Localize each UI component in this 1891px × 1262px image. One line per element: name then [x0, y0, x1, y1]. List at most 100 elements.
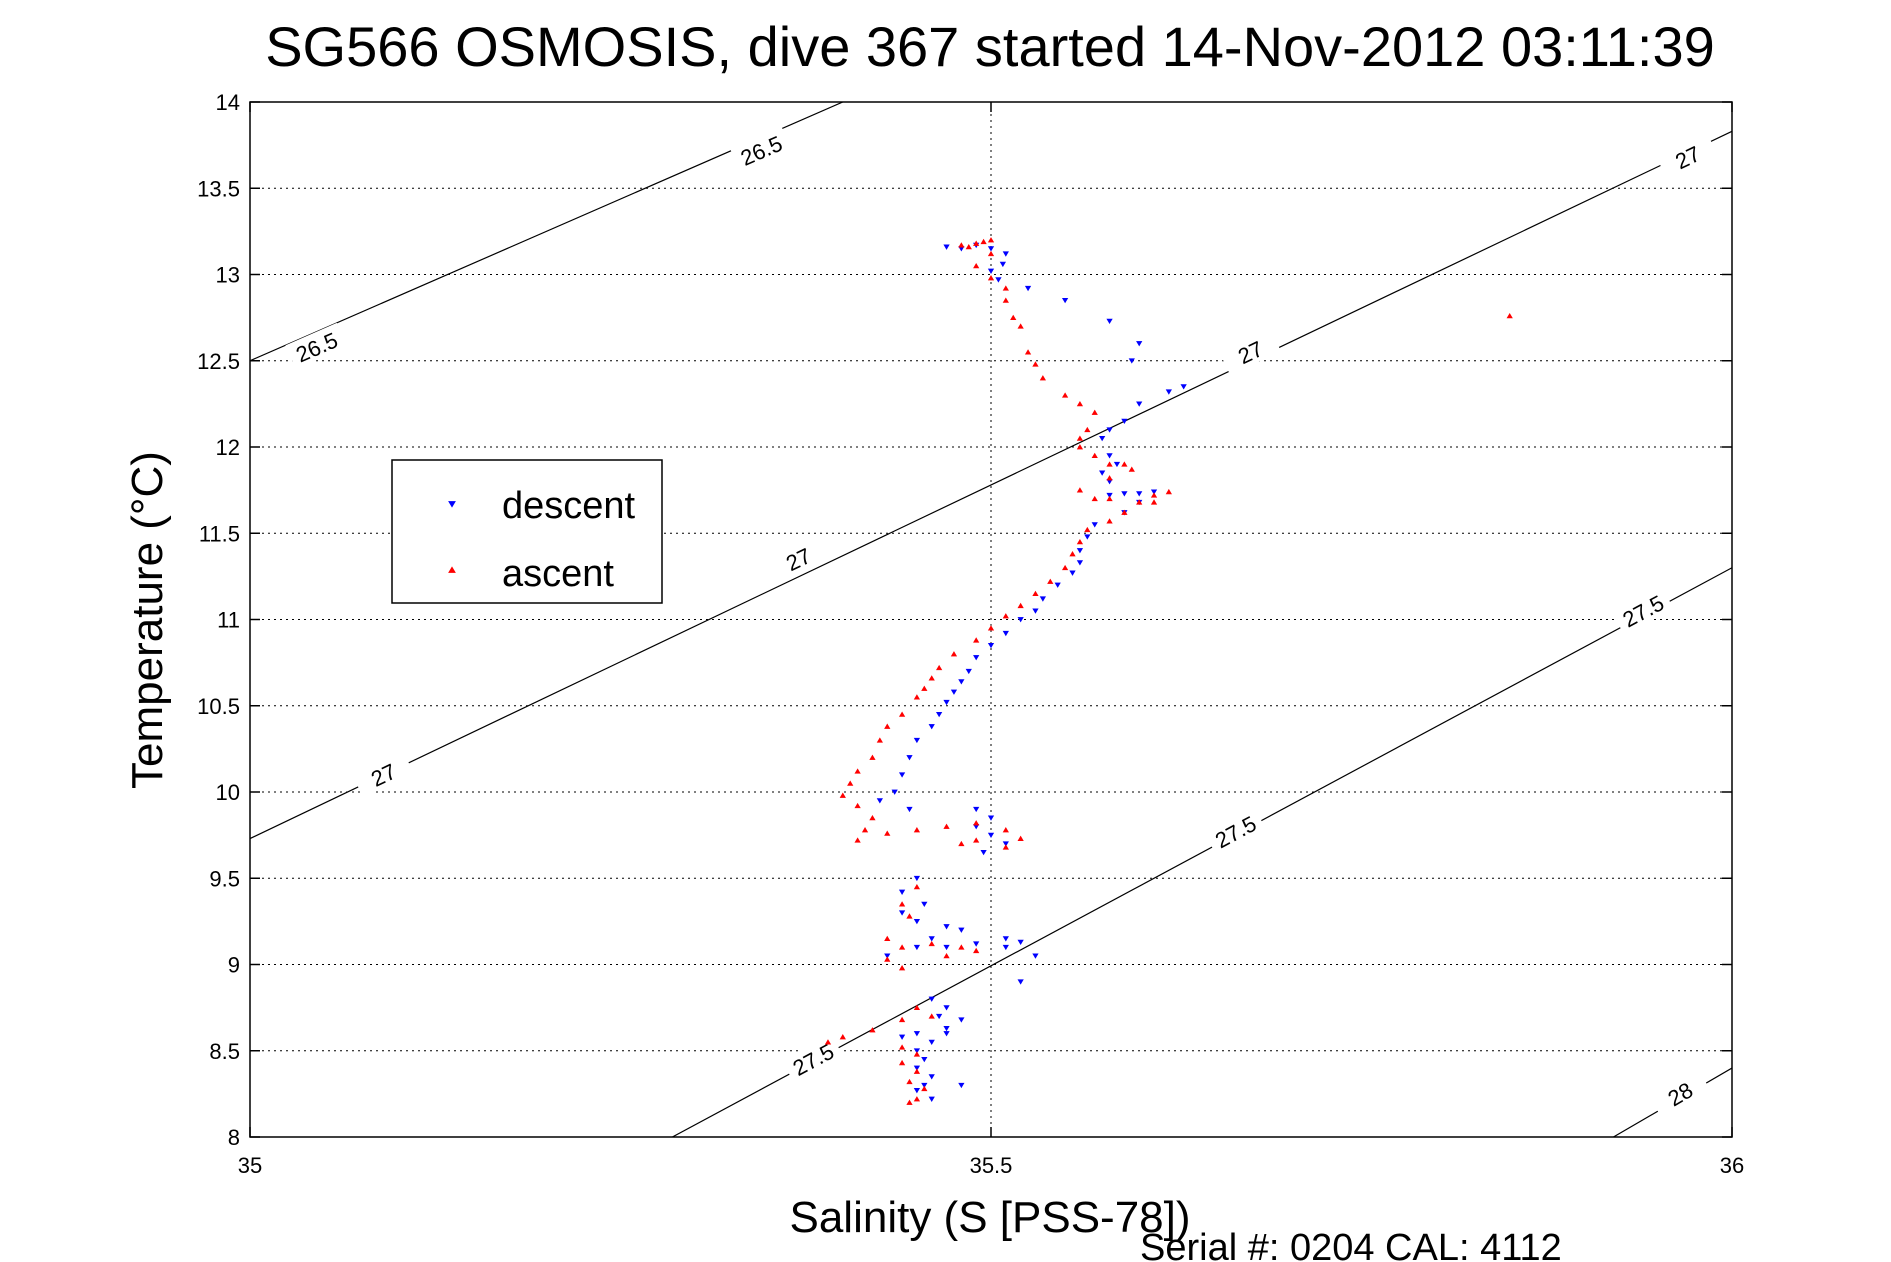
ascent-point [973, 820, 980, 826]
y-tick-label: 14 [216, 90, 240, 115]
descent-point [1099, 435, 1106, 442]
descent-point [1002, 936, 1009, 942]
ascent-point [839, 792, 846, 798]
descent-point [1106, 318, 1113, 325]
descent-marker [448, 501, 456, 508]
descent-point [913, 944, 921, 951]
descent-point [1165, 389, 1172, 395]
descent-point [898, 772, 906, 778]
descent-point [1091, 522, 1098, 528]
descent-point [921, 1056, 928, 1063]
descent-point [980, 849, 987, 856]
ascent-point [913, 1096, 921, 1102]
ascent-point [1017, 835, 1024, 841]
descent-point [943, 1031, 950, 1037]
descent-point [913, 1088, 921, 1094]
descent-point [936, 711, 943, 718]
x-axis-label: Salinity (S [PSS-78]) [789, 1193, 1190, 1242]
descent-point [1076, 548, 1084, 554]
y-tick-label: 13 [216, 263, 240, 288]
ascent-point [980, 238, 987, 245]
descent-point [958, 679, 965, 685]
descent-point [958, 1082, 965, 1089]
descent-point [987, 268, 995, 274]
legend-descent-marker-icon [448, 501, 456, 508]
ascent-point [1017, 602, 1024, 609]
ascent-point [973, 262, 980, 269]
ascent-point [906, 1099, 913, 1105]
ascent-point [1032, 361, 1039, 367]
descent-point [913, 1031, 921, 1037]
descent-point [1106, 492, 1113, 499]
ascent-point [965, 243, 972, 250]
ascent-point [876, 737, 883, 743]
descent-point [965, 668, 972, 675]
ascent-point [1002, 285, 1009, 291]
descent-point [943, 1025, 950, 1032]
descent-point [913, 737, 921, 744]
ascent-point [1150, 499, 1158, 505]
legend-label-descent: descent [502, 485, 636, 527]
ascent-point [1032, 590, 1039, 597]
y-tick-label: 8 [228, 1125, 240, 1150]
ascent-point [913, 1004, 921, 1011]
descent-point [1113, 461, 1121, 468]
ascent-point [1002, 613, 1009, 619]
y-tick-label: 12 [216, 435, 240, 460]
descent-point [1136, 341, 1143, 347]
ascent-point [1076, 435, 1084, 441]
y-tick-label: 10.5 [197, 694, 240, 719]
ascent-point [1039, 375, 1046, 381]
descent-point [1002, 630, 1009, 637]
ascent-point [1047, 578, 1054, 584]
descent-point [1061, 297, 1069, 304]
ascent-point [1002, 297, 1009, 303]
descent-point [1017, 939, 1024, 946]
ascent-point [1106, 461, 1113, 467]
ascent-point [943, 823, 950, 829]
ascent-point [898, 965, 906, 971]
ascent-point [1084, 426, 1091, 433]
descent-point [928, 724, 935, 730]
ascent-point [1002, 844, 1009, 850]
descent-point [999, 261, 1006, 268]
descent-point [921, 1082, 928, 1089]
ascent-point [913, 1051, 921, 1057]
ascent-point [854, 837, 861, 843]
descent-point [1002, 251, 1009, 257]
y-tick-label: 9 [228, 953, 240, 978]
ascent-point [869, 814, 876, 821]
descent-point [936, 1013, 943, 1020]
descent-point [943, 699, 950, 706]
ascent-point [854, 802, 861, 809]
ascent-point [847, 780, 854, 786]
ascent-point [884, 956, 891, 962]
ascent-point [1091, 452, 1098, 459]
ascent-point [869, 1027, 876, 1033]
ascent-point [1002, 827, 1009, 833]
ascent-point [898, 1044, 906, 1050]
ascent-point [884, 723, 891, 729]
y-tick-label: 8.5 [209, 1039, 240, 1064]
x-tick-label: 35 [238, 1153, 262, 1178]
ascent-point [1136, 499, 1143, 505]
ascent-point [1017, 323, 1024, 329]
serial-cal-footer: Serial #: 0204 CAL: 4112 [1140, 1227, 1562, 1262]
ascent-point [913, 883, 921, 890]
descent-point [958, 927, 965, 933]
ascent-point [928, 1013, 935, 1019]
ascent-point [913, 1068, 921, 1074]
legend-ascent-marker-icon [448, 566, 456, 573]
descent-point [928, 1039, 935, 1046]
ascent-point [973, 637, 980, 643]
descent-point [943, 944, 950, 951]
x-tick-label: 36 [1720, 1153, 1744, 1178]
y-axis-label: Temperature (°C) [123, 451, 172, 789]
ascent-point [928, 940, 935, 947]
ascent-point [943, 952, 950, 959]
ascent-point [958, 944, 965, 950]
descent-point [913, 918, 921, 925]
y-tick-label: 12.5 [197, 349, 240, 374]
